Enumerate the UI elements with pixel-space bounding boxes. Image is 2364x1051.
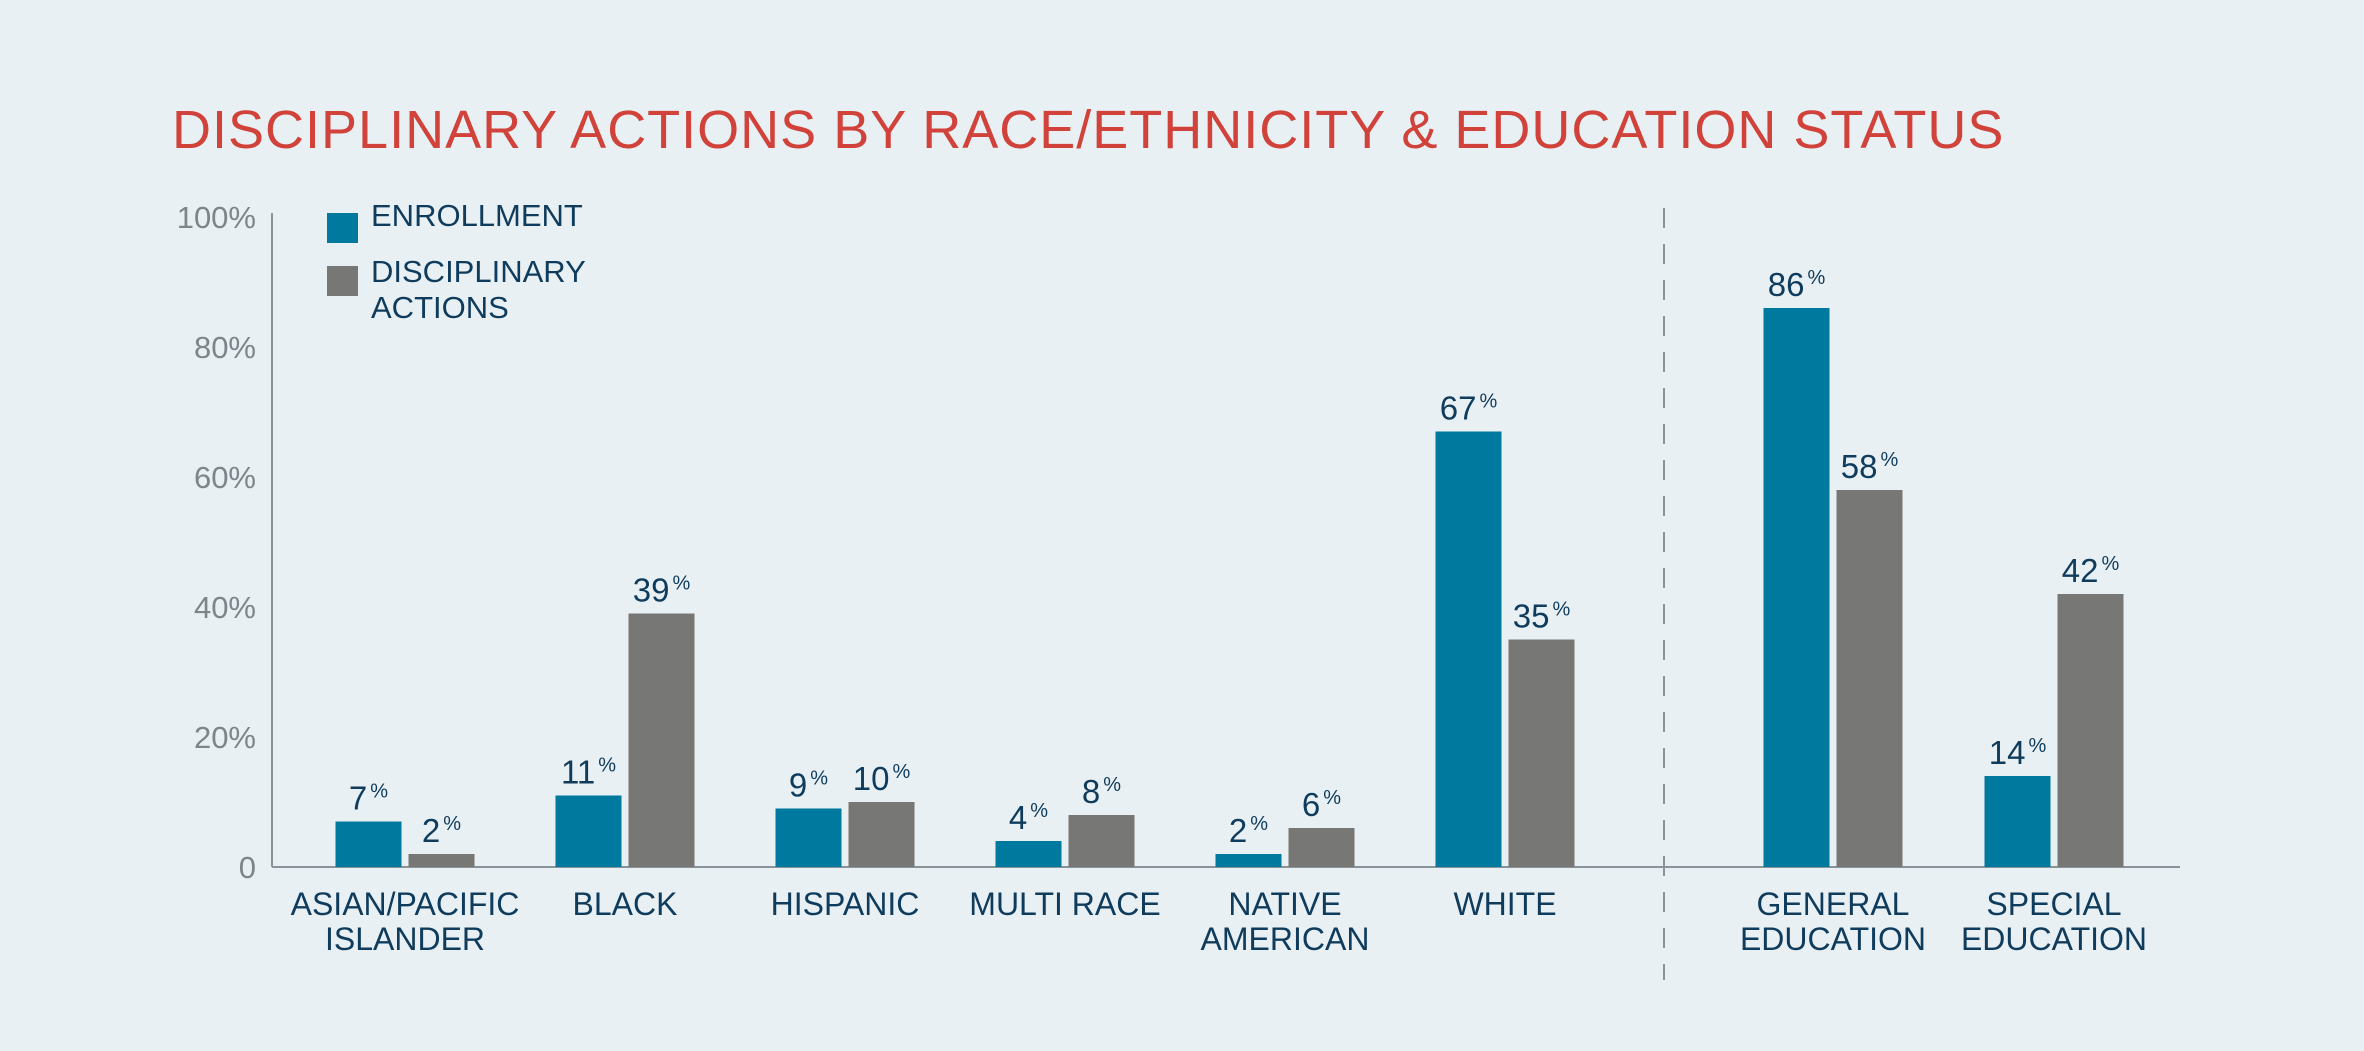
- y-tick-label: 20%: [194, 720, 256, 755]
- value-label: 10%: [853, 760, 911, 797]
- disciplinary-bar: [848, 802, 915, 867]
- value-label: 42%: [2062, 552, 2120, 589]
- disciplinary-bar: [1508, 639, 1575, 867]
- value-label: 8%: [1082, 773, 1121, 810]
- legend-label: DISCIPLINARY: [371, 254, 586, 289]
- enrollment-bar: [1435, 431, 1502, 867]
- value-label: 7%: [349, 780, 388, 817]
- enrollment-bar: [335, 821, 402, 867]
- value-label: 86%: [1768, 266, 1826, 303]
- category-label: MULTI RACE: [969, 886, 1160, 922]
- chart-title: DISCIPLINARY ACTIONS BY RACE/ETHNICITY &…: [172, 100, 2004, 160]
- value-label: 4%: [1009, 799, 1048, 836]
- enrollment-bar: [995, 841, 1062, 867]
- disciplinary-bar: [408, 854, 475, 867]
- value-label: 2%: [422, 812, 461, 849]
- y-tick-label: 80%: [194, 330, 256, 365]
- legend-label: ACTIONS: [371, 290, 509, 325]
- enrollment-bar: [1763, 308, 1830, 867]
- value-label: 9%: [789, 767, 828, 804]
- enrollment-bar: [1984, 776, 2051, 867]
- category-label: ISLANDER: [325, 921, 485, 957]
- category-label: AMERICAN: [1201, 921, 1370, 957]
- bars: [335, 308, 2124, 867]
- value-label: 67%: [1440, 390, 1498, 427]
- category-label: SPECIAL: [1986, 886, 2121, 922]
- disciplinary-bar: [628, 613, 695, 867]
- y-tick-label: 100%: [177, 200, 256, 235]
- value-label: 2%: [1229, 812, 1268, 849]
- category-label: WHITE: [1453, 886, 1556, 922]
- value-label: 11%: [561, 754, 616, 791]
- enrollment-bar: [1215, 854, 1282, 867]
- category-label: EDUCATION: [1740, 921, 1926, 957]
- value-labels: 7 % 11 % 9 % 4 % 2 % 67 % 86 % 14 % 2 % 39 % 10 % 8 % 6 % 35 % 58 % 42…: [349, 266, 2120, 849]
- legend-swatch: [327, 266, 358, 296]
- category-label: EDUCATION: [1961, 921, 2147, 957]
- enrollment-bar: [555, 795, 622, 867]
- value-label: 58%: [1841, 448, 1899, 485]
- disciplinary-bar: [2057, 594, 2124, 867]
- y-tick-label: 40%: [194, 590, 256, 625]
- category-label: HISPANIC: [771, 886, 920, 922]
- legend-label: ENROLLMENT: [371, 198, 583, 233]
- legend-swatch: [327, 213, 358, 243]
- value-label: 14%: [1989, 734, 2047, 771]
- enrollment-bar: [775, 808, 842, 867]
- disciplinary-bar: [1068, 815, 1135, 867]
- value-label: 6%: [1302, 786, 1341, 823]
- disciplinary-bar: [1836, 490, 1903, 867]
- category-label: NATIVE: [1228, 886, 1341, 922]
- y-tick-label: 60%: [194, 460, 256, 495]
- y-tick-label: 0: [239, 850, 256, 885]
- category-label: GENERAL: [1757, 886, 1910, 922]
- category-label: BLACK: [573, 886, 678, 922]
- disciplinary-bar: [1288, 828, 1355, 867]
- value-label: 39%: [633, 572, 691, 609]
- category-label: ASIAN/PACIFIC: [291, 886, 520, 922]
- value-label: 35%: [1513, 598, 1571, 635]
